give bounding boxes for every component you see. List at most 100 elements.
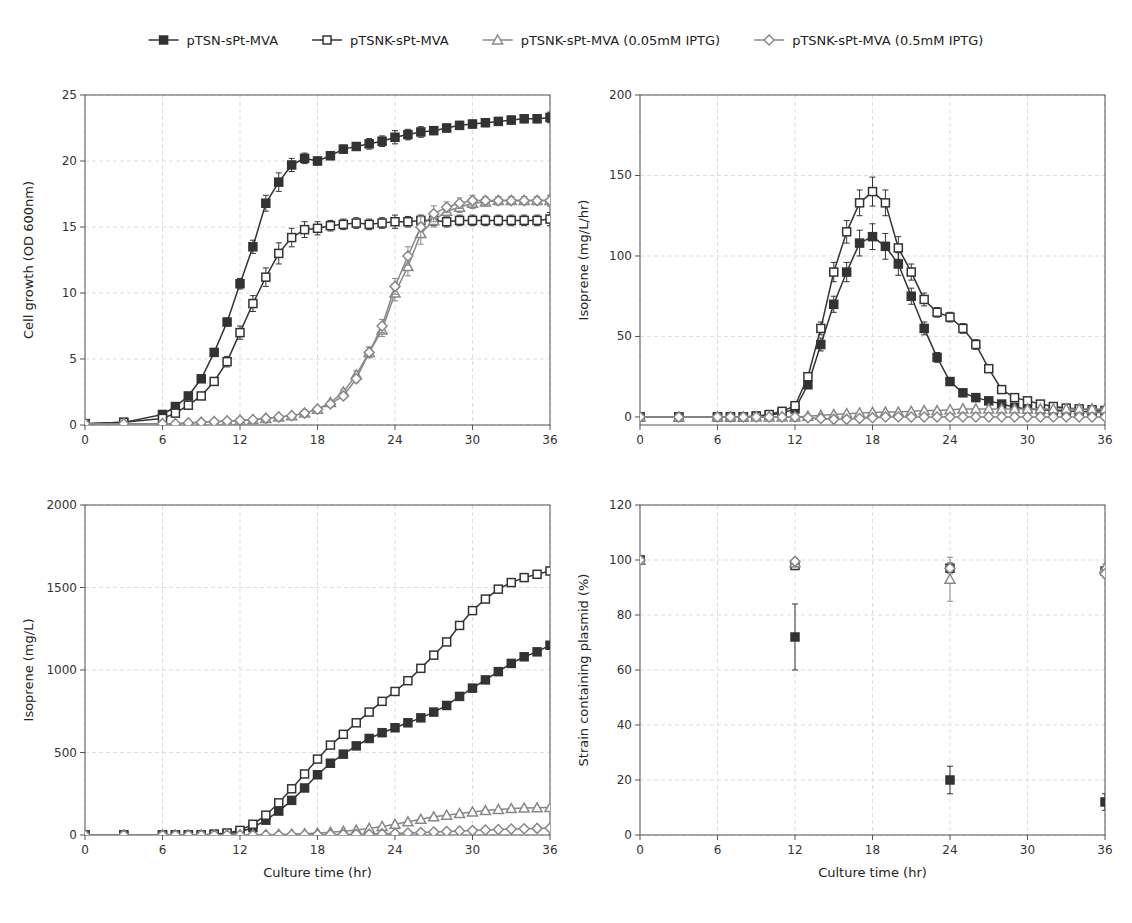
series [85, 567, 550, 835]
marker [480, 806, 490, 815]
marker [640, 413, 644, 421]
marker [546, 641, 550, 649]
marker [222, 830, 232, 835]
tick [1027, 425, 1028, 430]
marker [640, 555, 645, 565]
tick [472, 835, 473, 840]
marker [378, 697, 386, 705]
error-cap [521, 215, 527, 216]
error-cap [405, 265, 411, 266]
legend-marker [160, 36, 168, 44]
tick-label: 30 [1020, 843, 1035, 857]
tick-label: 100 [609, 553, 632, 567]
error-cap [289, 246, 295, 247]
grid-line [872, 505, 873, 835]
error-bar [947, 378, 953, 384]
marker [249, 300, 257, 308]
error-cap [237, 326, 243, 327]
legend-item: pTSNK-sPt-MVA [312, 33, 449, 48]
marker [725, 412, 735, 422]
series [85, 823, 550, 835]
error-cap [418, 126, 424, 127]
error-bar [237, 278, 243, 289]
marker [184, 401, 192, 409]
legend-label: pTSNK-sPt-MVA (0.05mM IPTG) [521, 33, 721, 48]
marker [1011, 394, 1019, 402]
marker [519, 196, 529, 205]
error-cap [882, 233, 888, 234]
tick-label: 18 [865, 433, 880, 447]
error-bar [444, 216, 450, 227]
marker [352, 719, 360, 727]
marker [248, 830, 258, 835]
marker [391, 133, 399, 141]
error-cap [302, 237, 308, 238]
error-cap [315, 234, 321, 235]
marker [404, 218, 412, 226]
tick-label: 0 [69, 418, 77, 432]
marker [300, 408, 310, 417]
marker [456, 621, 464, 629]
error-bar [947, 766, 953, 794]
tick-label: 0 [636, 843, 644, 857]
marker [339, 220, 347, 228]
error-cap [263, 211, 269, 212]
marker [507, 579, 515, 587]
error-cap [379, 332, 385, 333]
marker [261, 830, 271, 835]
marker [507, 216, 515, 224]
marker [170, 830, 180, 835]
marker [430, 127, 438, 135]
marker [171, 831, 179, 835]
marker [738, 412, 748, 421]
marker [481, 216, 489, 224]
error-cap [405, 139, 411, 140]
error-bar [534, 115, 540, 123]
marker [946, 313, 954, 321]
marker [856, 199, 864, 207]
marker [674, 412, 684, 422]
error-cap [302, 163, 308, 164]
marker [417, 128, 425, 136]
tick [635, 95, 640, 96]
error-cap [237, 339, 243, 340]
series-line [85, 571, 550, 835]
marker [365, 708, 373, 716]
tick [80, 505, 85, 506]
marker [933, 353, 941, 361]
error-cap [1102, 793, 1105, 794]
error-cap [392, 278, 398, 279]
marker [906, 412, 916, 422]
error-bar [921, 293, 927, 306]
tick-label: 60 [617, 663, 632, 677]
grid [85, 505, 550, 835]
tick [80, 359, 85, 360]
marker [429, 209, 439, 219]
marker [972, 341, 980, 349]
marker [325, 399, 335, 409]
marker [209, 830, 219, 835]
plot-frame [85, 505, 550, 835]
marker [790, 556, 800, 566]
marker [868, 413, 878, 423]
marker [223, 318, 231, 326]
series-line [640, 237, 1105, 417]
tick-label: 30 [465, 843, 480, 857]
marker [377, 321, 387, 331]
marker [985, 365, 993, 373]
error-cap [327, 220, 333, 221]
error-cap [844, 262, 850, 263]
error-cap [418, 216, 424, 217]
tick-label: 18 [865, 843, 880, 857]
marker [713, 412, 723, 421]
tick [1105, 835, 1106, 840]
tick-label: 12 [232, 843, 247, 857]
tick [80, 95, 85, 96]
marker [816, 414, 826, 424]
error-cap [366, 149, 372, 150]
error-cap [263, 267, 269, 268]
legend-label: pTSNK-sPt-MVA [350, 33, 449, 48]
error-cap [379, 217, 385, 218]
marker [404, 719, 412, 727]
tick [80, 835, 85, 836]
